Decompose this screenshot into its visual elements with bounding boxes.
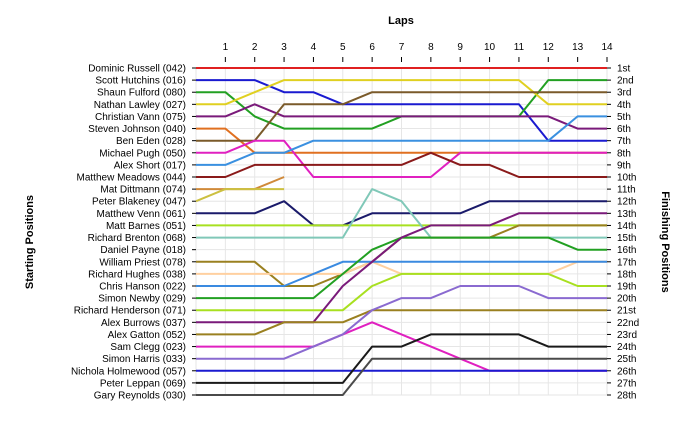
finishing-position-label: 1st <box>617 64 631 75</box>
x-tick-label: 7 <box>399 42 405 53</box>
x-tick-label: 1 <box>223 42 229 53</box>
x-tick-label: 6 <box>369 42 375 53</box>
series-line-21 <box>196 272 607 312</box>
series-line-19 <box>196 260 607 287</box>
x-tick-label: 14 <box>601 42 613 53</box>
finishing-position-label: 18th <box>617 269 636 280</box>
finishing-position-label: 24th <box>617 342 636 353</box>
starting-position-label: Scott Hutchins (016) <box>95 76 186 87</box>
y-axis-label-right: Finishing Positions <box>659 191 671 292</box>
finishing-position-label: 2nd <box>617 76 634 87</box>
x-tick-label: 3 <box>281 42 287 53</box>
finishing-position-label: 13th <box>617 209 636 220</box>
starting-position-label: Shaun Fulford (080) <box>97 88 186 99</box>
x-tick-label: 13 <box>572 42 584 53</box>
starting-position-label: Mat Dittmann (074) <box>100 185 186 196</box>
finishing-position-label: 12th <box>617 197 636 208</box>
finishing-position-label: 25th <box>617 354 636 365</box>
series-line-9 <box>196 115 607 166</box>
starting-position-label: Nichola Holmewood (057) <box>71 366 186 377</box>
finishing-position-label: 28th <box>617 391 636 402</box>
finishing-position-label: 4th <box>617 100 631 111</box>
starting-position-label: Alex Burrows (037) <box>101 318 186 329</box>
series-line-28 <box>196 357 607 396</box>
finishing-position-label: 10th <box>617 173 636 184</box>
starting-position-label: Michael Pugh (050) <box>99 148 186 159</box>
labels: Laps Starting Positions Finishing Positi… <box>24 15 671 402</box>
starting-position-label: Peter Leppan (069) <box>100 378 186 389</box>
starting-position-label: Simon Harris (033) <box>102 354 186 365</box>
chart-title: Laps <box>388 15 414 27</box>
starting-position-label: Chris Hanson (022) <box>99 282 186 293</box>
starting-position-label: Simon Newby (029) <box>98 294 186 305</box>
x-tick-label: 8 <box>428 42 434 53</box>
finishing-position-label: 7th <box>617 136 631 147</box>
series-lines <box>195 67 607 396</box>
starting-position-label: Nathan Lawley (027) <box>94 100 186 111</box>
finishing-position-label: 27th <box>617 378 636 389</box>
series-line-25 <box>196 285 607 360</box>
x-tick-label: 9 <box>457 42 463 53</box>
starting-position-label: Richard Hughes (038) <box>88 269 186 280</box>
finishing-position-label: 3rd <box>617 88 631 99</box>
series-line-2 <box>196 79 607 142</box>
starting-position-label: Matthew Venn (061) <box>97 209 187 220</box>
starting-position-label: Steven Johnson (040) <box>88 124 186 135</box>
series-line-12 <box>195 188 285 203</box>
finishing-position-label: 23rd <box>617 330 637 341</box>
x-tick-label: 10 <box>484 42 496 53</box>
finishing-position-label: 17th <box>617 257 636 268</box>
x-tick-label: 4 <box>311 42 317 53</box>
finishing-position-label: 14th <box>617 221 636 232</box>
starting-position-label: Alex Gatton (052) <box>108 330 186 341</box>
finishing-position-label: 11th <box>617 185 636 196</box>
series-line-4 <box>196 79 607 106</box>
series-line-23 <box>196 309 607 336</box>
series-line-11 <box>196 176 285 191</box>
series-line-22 <box>196 212 607 324</box>
finishing-position-label: 6th <box>617 124 631 135</box>
finishing-position-label: 9th <box>617 160 631 171</box>
finishing-position-label: 21st <box>617 306 636 317</box>
starting-position-label: Alex Short (017) <box>114 160 186 171</box>
finishing-position-label: 19th <box>617 282 636 293</box>
starting-position-label: Christian Vann (075) <box>95 112 186 123</box>
series-line-27 <box>196 333 607 384</box>
x-tick-label: 2 <box>252 42 258 53</box>
starting-position-label: Peter Blakeney (047) <box>92 197 186 208</box>
series-line-8 <box>196 139 607 178</box>
finishing-position-label: 16th <box>617 245 636 256</box>
finishing-position-label: 8th <box>617 148 631 159</box>
starting-position-label: Sam Clegg (023) <box>110 342 186 353</box>
series-line-5 <box>196 103 607 130</box>
starting-position-label: Daniel Payne (018) <box>100 245 186 256</box>
starting-position-label: Richard Brenton (068) <box>88 233 186 244</box>
finishing-position-label: 5th <box>617 112 631 123</box>
finishing-position-label: 22nd <box>617 318 639 329</box>
finishing-position-label: 20th <box>617 294 636 305</box>
starting-position-label: William Priest (078) <box>99 257 186 268</box>
y-axis-label-left: Starting Positions <box>24 195 36 289</box>
finishing-position-label: 15th <box>617 233 636 244</box>
starting-position-label: Gary Reynolds (030) <box>94 391 186 402</box>
series-line-10 <box>196 151 607 178</box>
starting-position-label: Matt Barnes (051) <box>106 221 186 232</box>
finishing-position-label: 26th <box>617 366 636 377</box>
x-tick-label: 12 <box>543 42 555 53</box>
series-line-7 <box>196 91 607 142</box>
starting-position-label: Dominic Russell (042) <box>88 64 186 75</box>
x-tick-label: 11 <box>514 42 525 53</box>
x-tick-label: 5 <box>340 42 346 53</box>
series-line-13 <box>196 200 607 227</box>
starting-position-label: Richard Henderson (071) <box>74 306 186 317</box>
starting-position-label: Matthew Meadows (044) <box>77 173 187 184</box>
starting-position-label: Ben Eden (028) <box>116 136 186 147</box>
